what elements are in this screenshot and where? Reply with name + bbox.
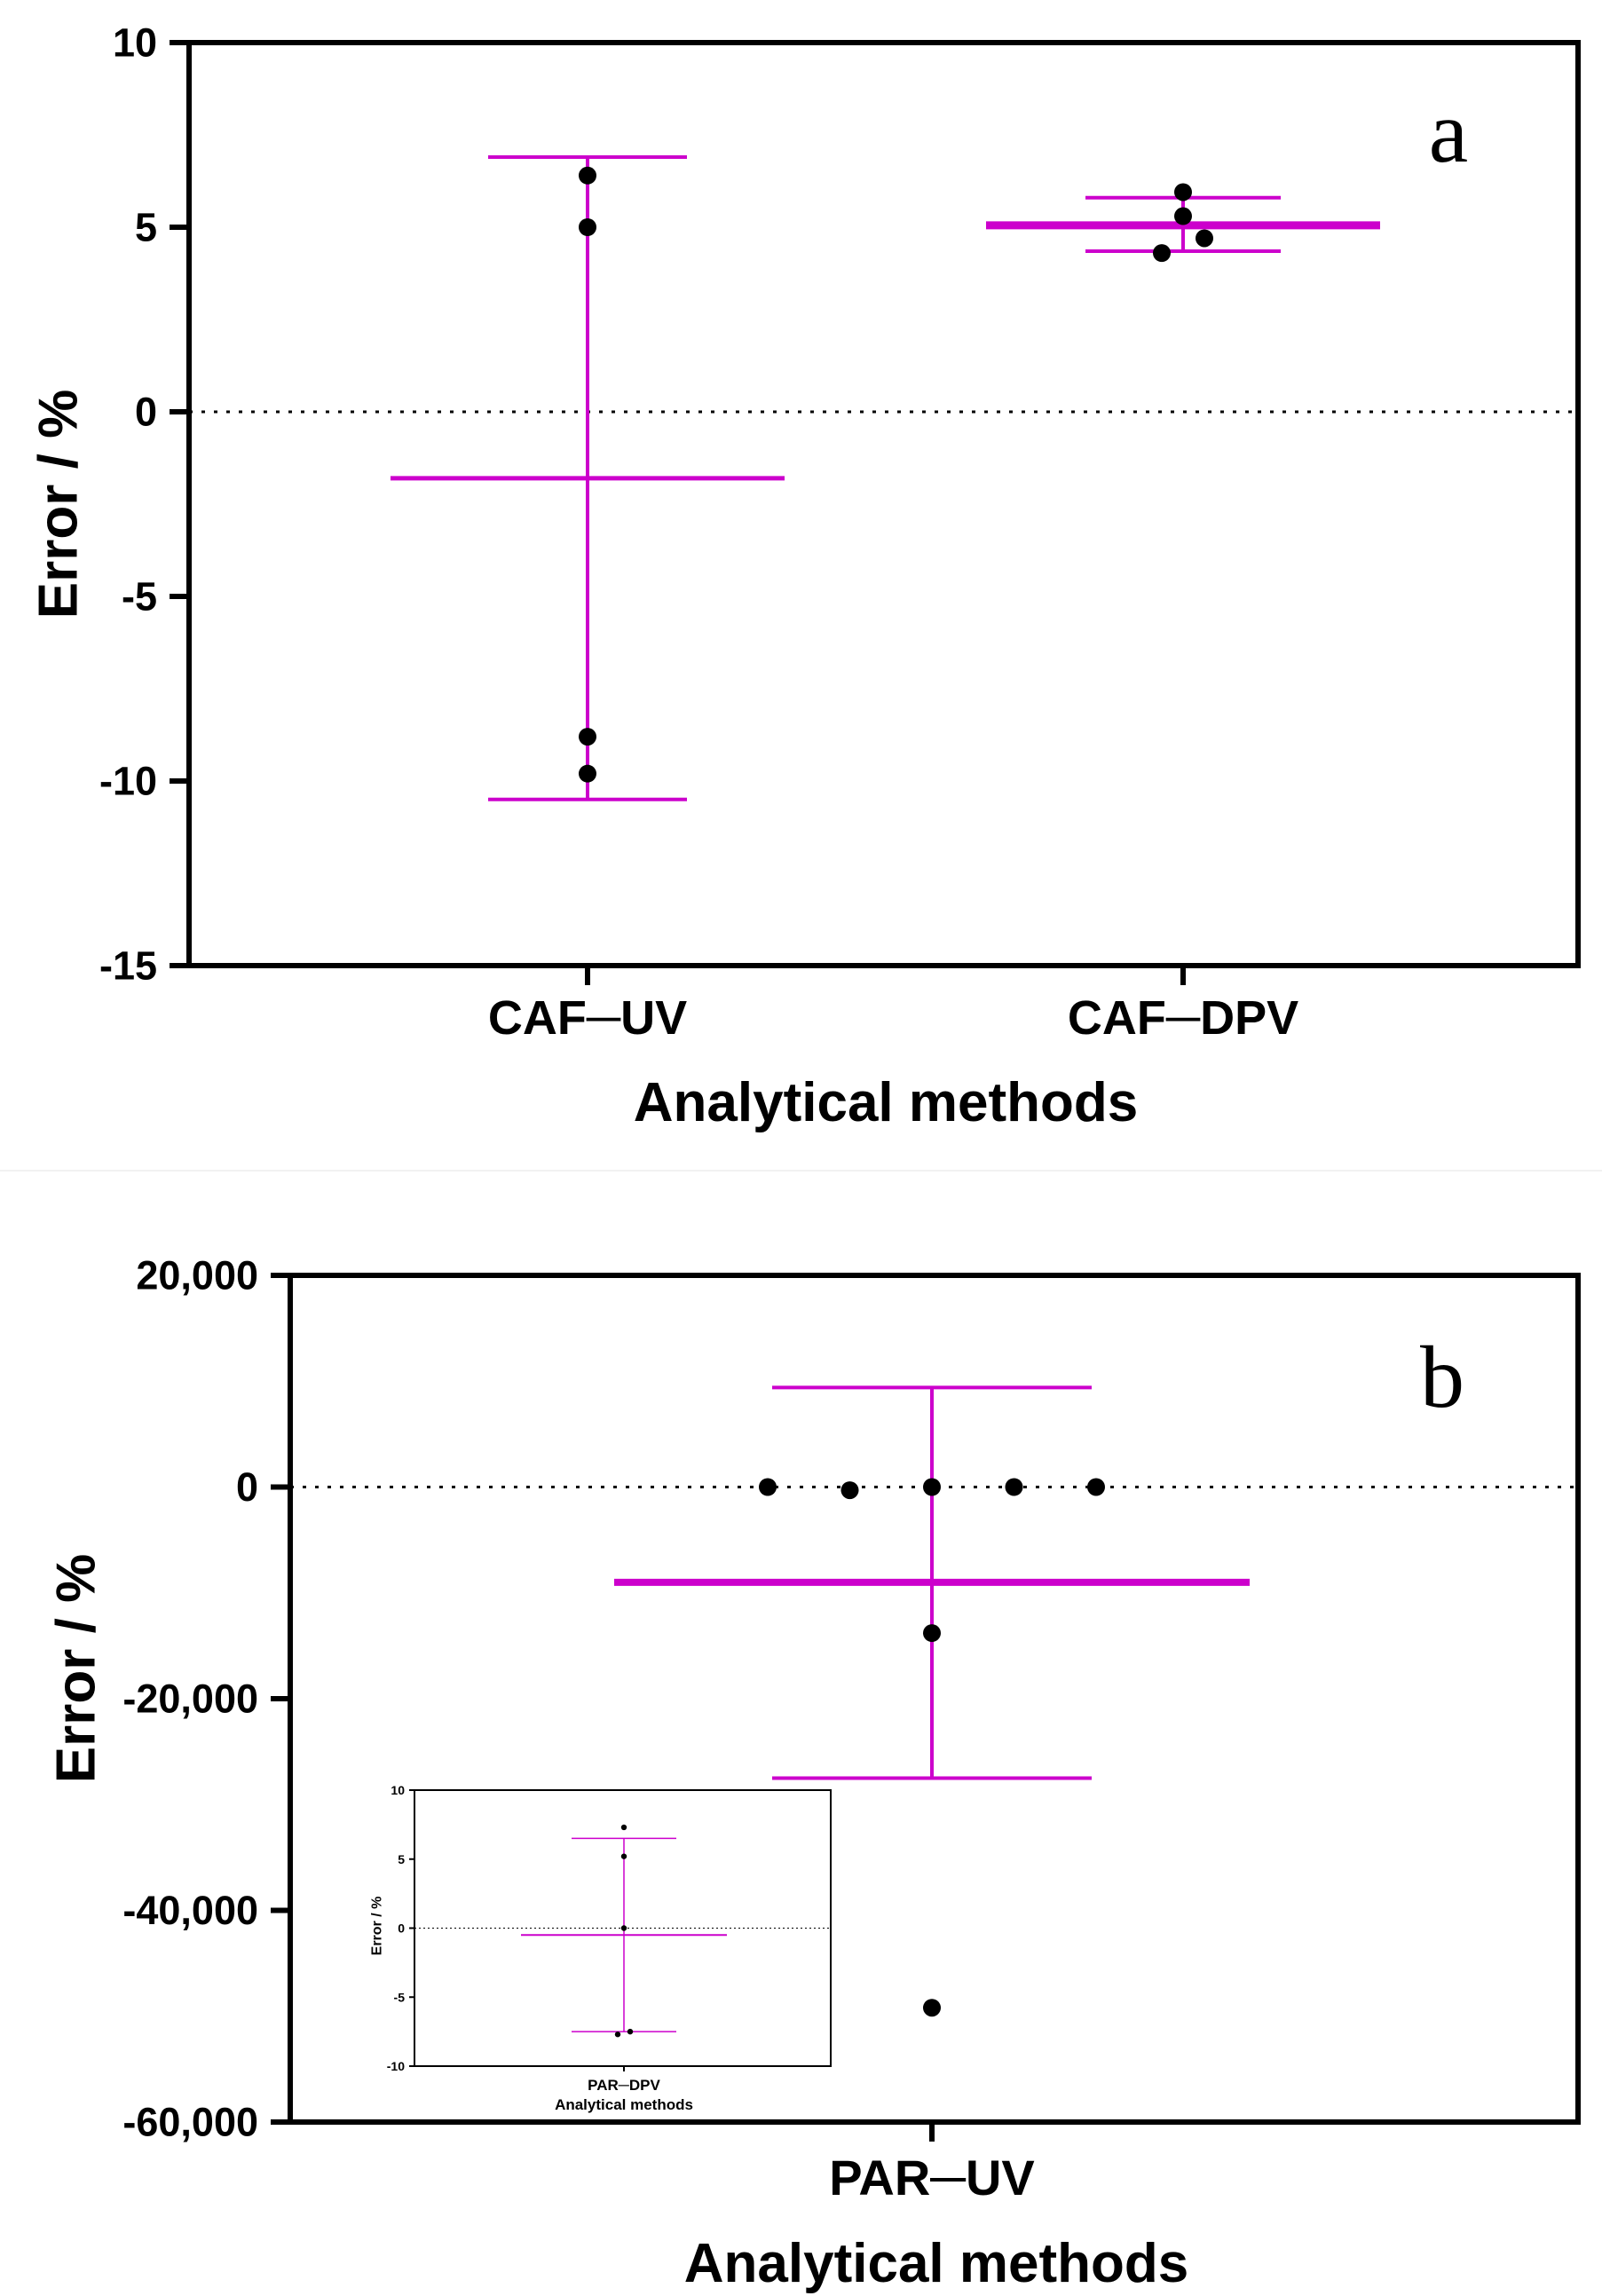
data-point — [579, 218, 596, 236]
x-axis-label: Analytical methods — [634, 1072, 1138, 1133]
x-axis-label: Analytical methods — [555, 2096, 693, 2113]
y-tick-label: 20,000 — [136, 1253, 258, 1298]
data-point — [620, 1853, 627, 1859]
y-axis-label: Error / % — [370, 1897, 385, 1956]
y-tick-label: -15 — [99, 943, 157, 989]
y-tick-label: -10 — [387, 2059, 405, 2073]
x-tick-label: CAF─UV — [488, 991, 687, 1045]
panel-label: b — [1420, 1328, 1464, 1426]
data-point — [1005, 1478, 1023, 1496]
y-tick-label: -5 — [122, 574, 157, 619]
chart-panel-b-inset: -10 -5 0 5 10 PAR─DPV Analytical methods Error … — [370, 1783, 832, 2113]
plot-frame — [186, 40, 1581, 968]
data-point — [1087, 1478, 1105, 1496]
data-point — [579, 764, 596, 783]
data-point — [923, 1624, 941, 1643]
data-point — [620, 1925, 627, 1931]
y-tick-label: 5 — [398, 1852, 405, 1866]
y-tick-label: -20,000 — [122, 1677, 258, 1722]
data-point — [579, 166, 596, 185]
data-point — [923, 1999, 941, 2017]
panel-label: a — [1429, 83, 1468, 181]
panel-divider — [0, 1170, 1602, 1172]
data-point — [614, 2032, 621, 2038]
chart-panel-b: -60,000 -40,000 -20,000 0 20,000 PAR─UV Analyt… — [46, 1253, 1581, 2294]
data-point — [923, 1478, 941, 1496]
y-tick-label: 10 — [113, 20, 157, 66]
x-axis-label: Analytical methods — [684, 2233, 1188, 2294]
y-axis-label: Error / % — [28, 390, 90, 619]
y-tick-label: -10 — [99, 759, 157, 804]
y-tick-label: -60,000 — [122, 2100, 258, 2145]
x-tick-label: PAR─DPV — [588, 2077, 660, 2094]
y-tick-label: 0 — [398, 1921, 405, 1936]
data-point — [1174, 207, 1192, 225]
data-point — [1153, 244, 1171, 263]
data-point — [1196, 229, 1213, 248]
data-point — [759, 1478, 777, 1496]
x-tick-label: PAR─UV — [829, 2150, 1035, 2205]
y-tick-label: 5 — [135, 205, 157, 250]
data-point — [620, 1824, 627, 1831]
y-axis-label: Error / % — [46, 1554, 107, 1783]
chart-panel-a: -15 -10 -5 0 5 10 CAF─UV CAF─DPV Analytical meth… — [28, 20, 1581, 1133]
y-tick-label: 0 — [236, 1464, 258, 1510]
y-tick-label: 0 — [135, 390, 157, 435]
data-point — [1174, 183, 1192, 201]
y-tick-label: 10 — [391, 1783, 405, 1797]
x-tick-label: CAF─DPV — [1068, 991, 1298, 1045]
data-point — [627, 2028, 634, 2035]
plot-frame — [288, 1273, 1581, 2125]
y-tick-label: -5 — [394, 1990, 406, 2004]
y-tick-label: -40,000 — [122, 1888, 258, 1933]
data-point — [579, 728, 596, 746]
data-point — [840, 1481, 859, 1500]
